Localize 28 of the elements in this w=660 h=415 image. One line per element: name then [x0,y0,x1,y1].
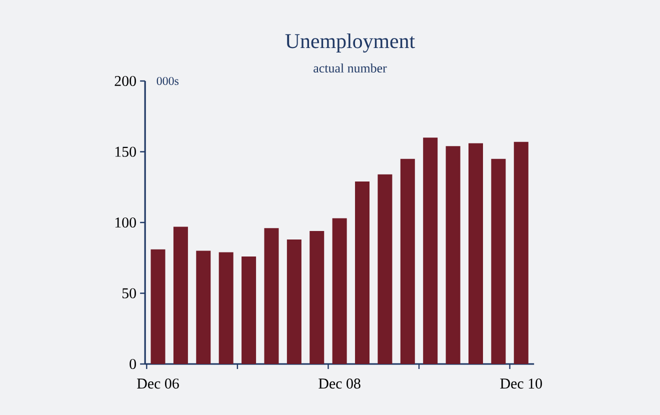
y-tick-label: 200 [114,76,136,86]
y-tick-label: 50 [122,288,136,298]
bar [468,143,483,364]
bar [218,252,234,364]
y-tick-label: 100 [115,217,136,228]
chart-subtitle: actual number [314,63,387,73]
x-tick-label: Dec 10 [500,378,542,389]
bar [286,239,302,364]
bar [400,158,415,364]
bar [446,146,460,364]
bar [242,256,256,364]
x-tick-label: Dec 08 [318,378,360,389]
bar [423,138,438,364]
chart-title: Unemployment [285,33,415,53]
bar [310,230,324,364]
y-tick-label: 0 [130,358,136,370]
y-tick-label: 150 [115,146,136,157]
bar [196,250,211,364]
annotation: 000s [156,76,179,86]
x-tick-label: Dec 06 [137,378,179,389]
bar [514,142,528,364]
bar [355,181,370,364]
bar [378,174,392,364]
bar [173,226,188,364]
bar [150,249,166,364]
bar [332,218,347,364]
bar [491,158,506,364]
bar [264,228,279,364]
